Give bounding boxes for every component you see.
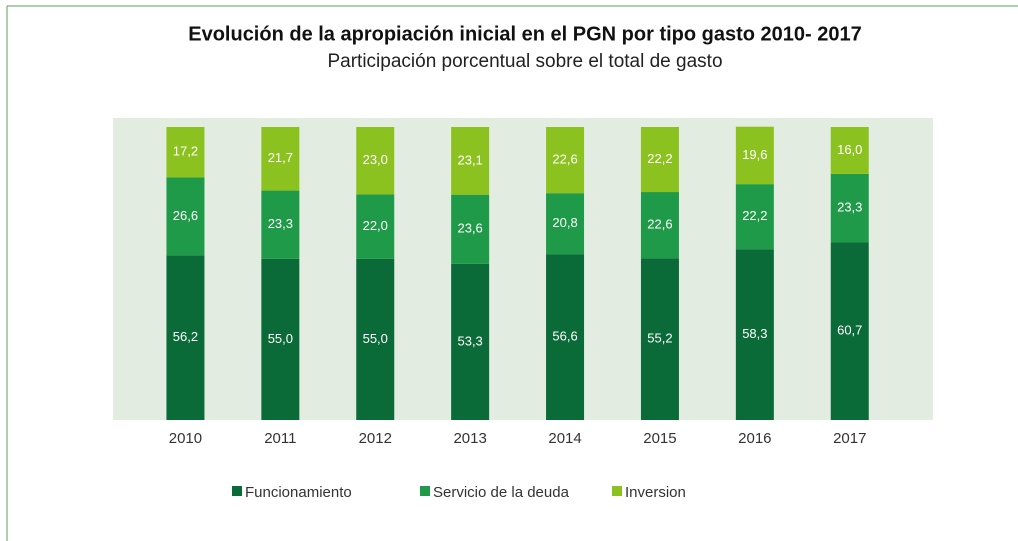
x-tick-label: 2013 <box>453 430 486 447</box>
x-tick-label: 2014 <box>548 430 581 447</box>
chart-subtitle: Participación porcentual sobre el total … <box>327 51 722 72</box>
bar-segment <box>451 194 490 264</box>
value-label: 23,0 <box>363 152 388 167</box>
bar-segment <box>356 127 395 195</box>
chart-title: Evolución de la apropiación inicial en e… <box>188 23 862 45</box>
bar-segment <box>356 258 395 420</box>
bar-segment <box>451 127 490 195</box>
bar-segment <box>261 127 300 191</box>
x-tick-label: 2012 <box>359 430 392 447</box>
x-tick-label: 2010 <box>169 430 202 447</box>
bar-segment <box>830 127 869 174</box>
bar-segment <box>640 127 679 193</box>
value-label: 56,2 <box>173 329 198 344</box>
value-label: 23,3 <box>837 199 862 214</box>
bar-segment <box>546 254 585 420</box>
plot-area <box>113 118 933 420</box>
value-label: 19,6 <box>742 147 767 162</box>
x-tick-label: 2016 <box>738 430 771 447</box>
bar-segment <box>166 177 205 256</box>
legend-swatch <box>232 486 242 496</box>
x-tick-label: 2011 <box>264 430 296 447</box>
legend-swatch <box>420 486 430 496</box>
value-label: 22,2 <box>647 151 672 166</box>
value-label: 58,3 <box>742 326 767 341</box>
value-label: 55,0 <box>268 331 293 346</box>
value-label: 20,8 <box>552 215 577 230</box>
value-label: 22,2 <box>742 208 767 223</box>
value-label: 56,6 <box>552 329 577 344</box>
legend-label: Servicio de la deuda <box>433 484 570 501</box>
value-label: 16,0 <box>837 142 862 157</box>
value-label: 22,6 <box>552 152 577 167</box>
bar-segment <box>830 242 869 420</box>
legend-label: Inversion <box>625 484 686 501</box>
x-tick-label: 2017 <box>833 430 866 447</box>
bar-segment <box>546 127 585 194</box>
x-tick-label: 2015 <box>643 430 676 447</box>
value-label: 53,3 <box>457 333 482 348</box>
value-label: 55,0 <box>363 331 388 346</box>
bar-segment <box>735 184 774 250</box>
bar-segment <box>166 255 205 420</box>
bar-segment <box>735 249 774 420</box>
value-label: 55,2 <box>647 331 672 346</box>
bar-segment <box>166 127 205 178</box>
bar-segment <box>735 126 774 185</box>
legend-swatch <box>612 486 622 496</box>
value-label: 22,0 <box>363 218 388 233</box>
legend-label: Funcionamiento <box>245 484 352 501</box>
bar-segment <box>640 258 679 420</box>
bar-segment <box>451 263 490 420</box>
value-label: 26,6 <box>173 208 198 223</box>
bar-segment <box>830 173 869 243</box>
value-label: 17,2 <box>173 144 198 159</box>
bar-segment <box>261 258 300 420</box>
value-label: 21,7 <box>268 150 293 165</box>
bar-segment <box>261 190 300 259</box>
value-label: 60,7 <box>837 323 862 338</box>
bar-segment <box>546 193 585 255</box>
value-label: 23,6 <box>457 221 482 236</box>
bar-segment <box>640 192 679 259</box>
value-label: 22,6 <box>647 217 672 232</box>
value-label: 23,1 <box>457 152 482 167</box>
bar-segment <box>356 194 395 259</box>
value-label: 23,3 <box>268 216 293 231</box>
